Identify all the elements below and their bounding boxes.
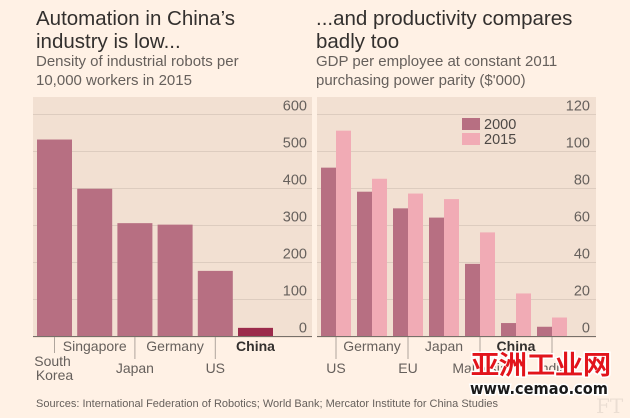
bar-singapore bbox=[77, 188, 113, 336]
category-label-germany: Germany bbox=[146, 338, 204, 354]
right-title-line-2: badly too bbox=[316, 30, 399, 53]
right-subtitle-line-1: GDP per employee at constant 2011 bbox=[316, 53, 557, 70]
bar-us bbox=[197, 270, 233, 336]
y-tick-label-100: 100 bbox=[283, 284, 307, 300]
bar-germany bbox=[157, 224, 193, 336]
y-tick-label-0: 0 bbox=[582, 321, 590, 337]
legend-label-2015: 2015 bbox=[484, 132, 516, 148]
y-tick-label-20: 20 bbox=[574, 284, 590, 300]
bar-us-2015 bbox=[336, 130, 351, 336]
y-tick-label-40: 40 bbox=[574, 247, 590, 263]
left-panel-header: Automation in China’s industry is low...… bbox=[36, 7, 239, 89]
bar-eu-2015 bbox=[408, 193, 423, 336]
bar-germany-2015 bbox=[372, 178, 387, 336]
left-subtitle-line-1: Density of industrial robots per bbox=[36, 53, 239, 70]
watermark-site-name: 亚洲工业网 bbox=[471, 351, 611, 381]
category-label-japan: Japan bbox=[425, 338, 463, 354]
bar-south-korea bbox=[37, 139, 72, 336]
y-tick-label-400: 400 bbox=[283, 173, 307, 189]
right-title-line-1: ...and productivity compares bbox=[316, 7, 572, 30]
right-subtitle-line-2: purchasing power parity ($'000) bbox=[316, 72, 526, 89]
y-tick-label-300: 300 bbox=[283, 210, 307, 226]
y-tick-label-0: 0 bbox=[299, 321, 307, 337]
bar-india-2000 bbox=[537, 326, 552, 336]
bar-china bbox=[238, 327, 273, 336]
category-label-germany: Germany bbox=[343, 338, 401, 354]
category-label-china: China bbox=[497, 338, 536, 354]
category-label-india: India bbox=[537, 360, 568, 376]
bar-germany-2000 bbox=[357, 191, 372, 336]
watermark-url: www.cemao.com bbox=[470, 379, 608, 398]
y-tick-label-200: 200 bbox=[283, 247, 307, 263]
left-title-line-2: industry is low... bbox=[36, 30, 181, 53]
watermark: 亚洲工业网 www.cemao.com FT bbox=[469, 350, 624, 418]
y-tick-label-600: 600 bbox=[283, 99, 307, 115]
y-tick-label-120: 120 bbox=[566, 99, 590, 115]
legend-label-2000: 2000 bbox=[484, 117, 516, 133]
bar-japan bbox=[117, 223, 153, 336]
right-productivity-chart: 0 20 40 60 80 100 120 US Germany EU Japan Malaysia C… bbox=[317, 97, 596, 376]
bar-malaysia-2000 bbox=[465, 263, 480, 336]
ft-logo-watermark: FT bbox=[596, 394, 624, 418]
legend-swatch-2000 bbox=[462, 118, 480, 130]
bar-china-2015 bbox=[516, 293, 531, 336]
bar-china-2000 bbox=[501, 323, 516, 336]
category-label-singapore: Singapore bbox=[63, 338, 127, 354]
right-panel-header: ...and productivity compares badly too G… bbox=[316, 7, 572, 89]
category-label-eu: EU bbox=[398, 360, 417, 376]
bar-malaysia-2015 bbox=[480, 232, 495, 336]
y-tick-label-100: 100 bbox=[566, 136, 590, 152]
bar-india-2015 bbox=[552, 317, 567, 336]
bar-japan-2015 bbox=[444, 199, 459, 336]
category-label-south-korea: South Korea bbox=[34, 353, 74, 383]
bar-us-2000 bbox=[321, 167, 336, 336]
category-label-us: US bbox=[206, 360, 225, 376]
left-subtitle-line-2: 10,000 workers in 2015 bbox=[36, 72, 192, 89]
y-tick-label-500: 500 bbox=[283, 136, 307, 152]
category-label-china: China bbox=[236, 338, 275, 354]
y-tick-label-60: 60 bbox=[574, 210, 590, 226]
category-label-us: US bbox=[326, 360, 345, 376]
left-title-line-1: Automation in China’s bbox=[36, 7, 235, 30]
category-label-japan: Japan bbox=[116, 360, 154, 376]
bar-japan-2000 bbox=[429, 217, 444, 336]
bar-eu-2000 bbox=[393, 208, 408, 336]
source-note: Sources: International Federation of Rob… bbox=[36, 398, 499, 410]
category-label-malaysia: Malaysia bbox=[452, 360, 507, 376]
legend-swatch-2015 bbox=[462, 133, 480, 145]
y-tick-label-80: 80 bbox=[574, 173, 590, 189]
